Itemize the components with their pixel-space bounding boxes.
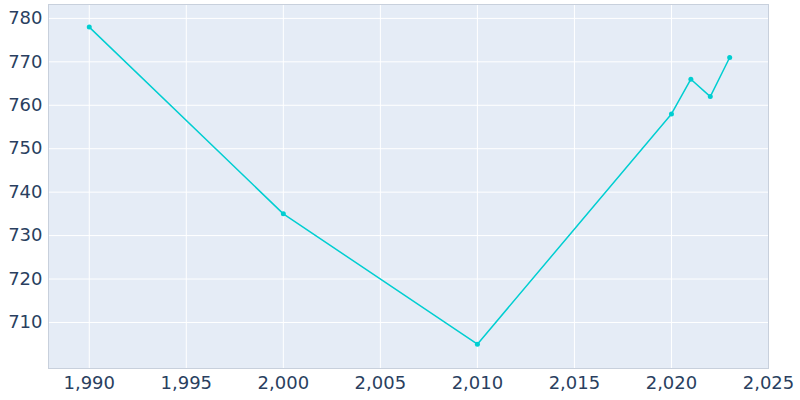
svg-text:1,995: 1,995: [161, 372, 213, 393]
svg-text:770: 770: [8, 51, 42, 72]
svg-text:740: 740: [8, 181, 42, 202]
svg-text:2,020: 2,020: [646, 372, 698, 393]
svg-text:780: 780: [8, 7, 42, 28]
svg-text:760: 760: [8, 94, 42, 115]
svg-text:2,005: 2,005: [355, 372, 407, 393]
svg-text:2,010: 2,010: [452, 372, 504, 393]
svg-text:720: 720: [8, 268, 42, 289]
svg-text:730: 730: [8, 224, 42, 245]
svg-text:2,025: 2,025: [743, 372, 795, 393]
svg-text:1,990: 1,990: [63, 372, 115, 393]
svg-text:750: 750: [8, 137, 42, 158]
svg-text:2,015: 2,015: [549, 372, 601, 393]
svg-text:710: 710: [8, 311, 42, 332]
svg-text:2,000: 2,000: [258, 372, 310, 393]
